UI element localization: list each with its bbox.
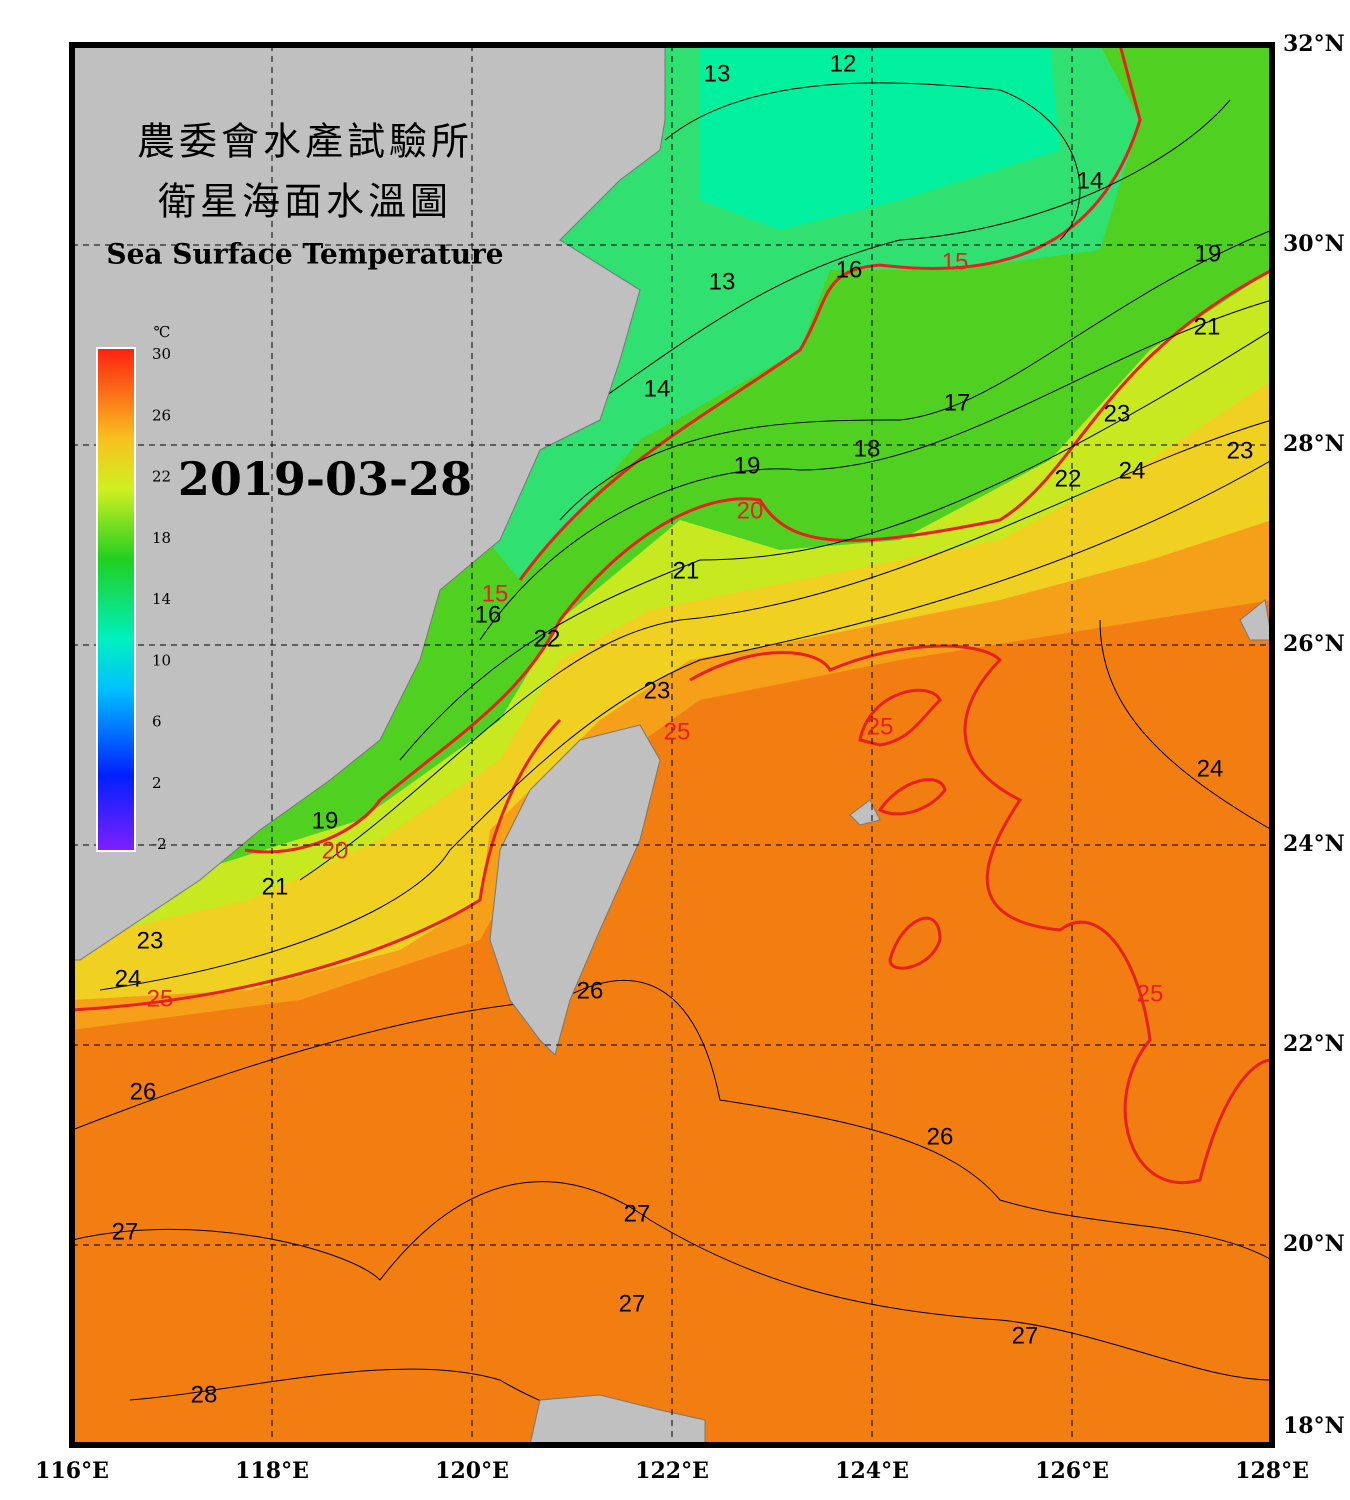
contour-label: 23 xyxy=(137,927,164,954)
contour-label: 18 xyxy=(854,435,881,462)
lat-label: 26°N xyxy=(1283,631,1345,657)
contour-label: 25 xyxy=(664,718,691,745)
contour-label: 26 xyxy=(577,977,604,1004)
colorbar-tick-label: 6 xyxy=(152,713,162,731)
lon-label: 122°E xyxy=(635,1458,709,1484)
contour-label: 22 xyxy=(1055,465,1082,492)
date: 2019-03-28 xyxy=(178,452,472,506)
contour-label: 21 xyxy=(1194,313,1221,340)
colorbar-tick-label: 2 xyxy=(152,774,162,792)
contour-label: 12 xyxy=(830,50,857,77)
contour-label: 25 xyxy=(147,985,174,1012)
contour-label: 14 xyxy=(644,375,671,402)
contour-label: 22 xyxy=(534,625,561,652)
contour-label: 24 xyxy=(1197,755,1224,782)
contour-label: 25 xyxy=(867,713,894,740)
contour-label: 21 xyxy=(673,557,700,584)
contour-label: 26 xyxy=(130,1078,157,1105)
lat-label: 24°N xyxy=(1283,831,1345,857)
lon-label: 120°E xyxy=(435,1458,509,1484)
contour-label: 13 xyxy=(709,268,736,295)
lat-label: 20°N xyxy=(1283,1231,1345,1257)
contour-label: 24 xyxy=(115,965,142,992)
contour-label: 23 xyxy=(1227,437,1254,464)
title-en: Sea Surface Temperature xyxy=(106,238,503,271)
contour-label: 19 xyxy=(1195,240,1222,267)
contour-label: 15 xyxy=(942,248,969,275)
contour-label: 15 xyxy=(482,580,509,607)
lat-label: 32°N xyxy=(1283,31,1345,57)
contour-label: 25 xyxy=(1137,980,1164,1007)
contour-label: 24 xyxy=(1119,457,1146,484)
contour-label: 14 xyxy=(1077,167,1104,194)
contour-label: 19 xyxy=(312,807,339,834)
contour-label: 21 xyxy=(262,873,289,900)
colorbar-tick-label: 22 xyxy=(152,468,171,486)
contour-label: 20 xyxy=(737,497,764,524)
colorbar-tick-label: 26 xyxy=(152,406,171,424)
contour-label: 13 xyxy=(704,60,731,87)
colorbar-tick-label: -2 xyxy=(152,835,167,853)
contour-label: 27 xyxy=(619,1290,646,1317)
colorbar-unit: ℃ xyxy=(154,323,171,341)
contour-label: 16 xyxy=(475,601,502,628)
contour-label: 27 xyxy=(624,1200,651,1227)
lon-label: 124°E xyxy=(835,1458,909,1484)
colorbar-tick-label: 18 xyxy=(152,529,171,547)
lat-label: 30°N xyxy=(1283,231,1345,257)
lat-label: 18°N xyxy=(1283,1413,1345,1439)
title-zh: 農委會水產試驗所 xyxy=(137,120,473,164)
contour-label: 23 xyxy=(1104,400,1131,427)
contour-label: 26 xyxy=(927,1123,954,1150)
contour-label: 27 xyxy=(1012,1322,1039,1349)
contour-label: 28 xyxy=(191,1381,218,1408)
colorbar-tick-label: 10 xyxy=(152,651,171,669)
colorbar-tick-label: 30 xyxy=(152,345,171,363)
contour-label: 20 xyxy=(322,837,349,864)
colorbar-tick-label: 14 xyxy=(152,590,171,608)
lat-label: 28°N xyxy=(1283,431,1345,457)
colorbar xyxy=(96,347,136,852)
contour-label: 27 xyxy=(112,1218,139,1245)
title-zh: 衛星海面水溫圖 xyxy=(158,180,452,224)
graticule xyxy=(72,45,1272,1445)
lon-label: 118°E xyxy=(235,1458,309,1484)
map-frame xyxy=(69,42,1275,1448)
lat-label: 22°N xyxy=(1283,1031,1345,1057)
contour-label: 17 xyxy=(944,389,971,416)
lon-label: 116°E xyxy=(35,1458,109,1484)
contour-label: 19 xyxy=(734,452,761,479)
lon-label: 128°E xyxy=(1235,1458,1309,1484)
contour-label: 16 xyxy=(836,256,863,283)
contour-label: 23 xyxy=(644,677,671,704)
lon-label: 126°E xyxy=(1035,1458,1109,1484)
